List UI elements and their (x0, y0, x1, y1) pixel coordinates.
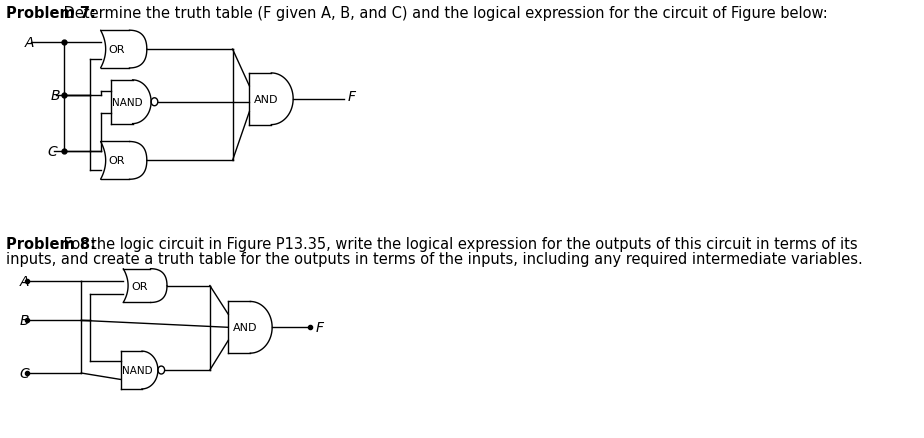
Text: Problem 8:: Problem 8: (6, 237, 95, 251)
Text: Problem 7:: Problem 7: (6, 6, 95, 21)
Text: C: C (48, 145, 57, 159)
Text: NAND: NAND (122, 365, 152, 375)
Text: C: C (20, 366, 30, 380)
Text: For the logic circuit in Figure P13.35, write the logical expression for the out: For the logic circuit in Figure P13.35, … (58, 237, 857, 251)
Text: OR: OR (108, 156, 125, 166)
Text: F: F (347, 90, 356, 103)
Text: OR: OR (108, 45, 125, 55)
Text: B: B (20, 314, 30, 328)
Text: F: F (316, 321, 323, 335)
Text: A: A (20, 274, 30, 288)
Text: B: B (50, 88, 60, 102)
Text: OR: OR (131, 281, 148, 291)
Text: A: A (25, 36, 34, 50)
Text: AND: AND (233, 322, 258, 332)
Text: NAND: NAND (113, 98, 143, 107)
Text: AND: AND (254, 95, 279, 105)
Text: Determine the truth table (F given A, B, and C) and the logical expression for t: Determine the truth table (F given A, B,… (58, 6, 827, 21)
Text: inputs, and create a truth table for the outputs in terms of the inputs, includi: inputs, and create a truth table for the… (6, 251, 862, 266)
